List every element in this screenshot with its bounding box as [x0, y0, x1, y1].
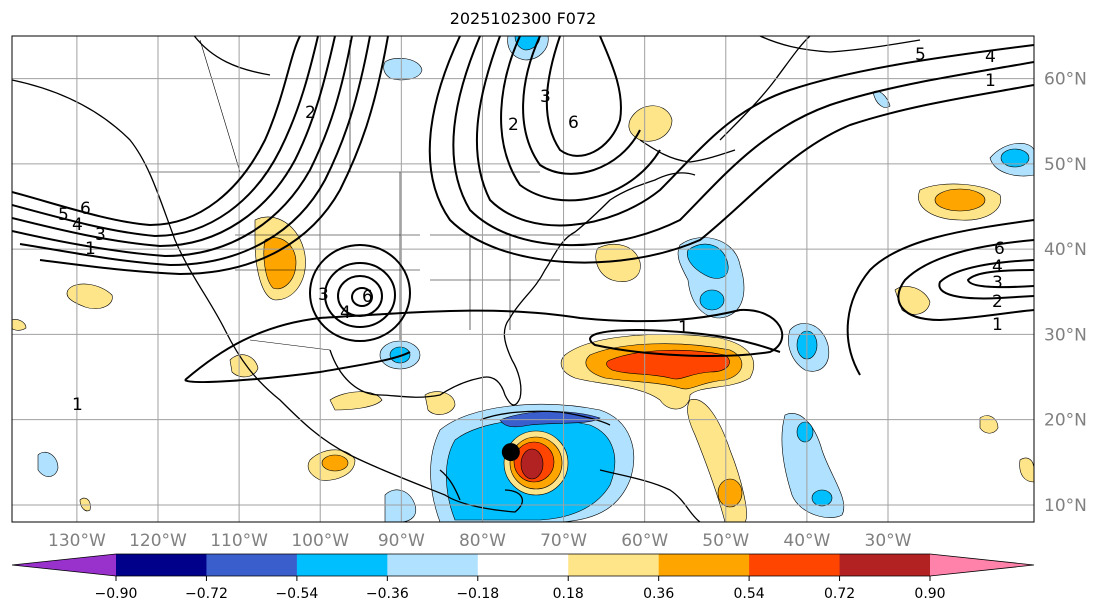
longitude-tick-label: 60°W	[621, 531, 668, 551]
colorbar-segment	[477, 554, 569, 576]
contour-label: 6	[568, 113, 579, 133]
colorbar	[11, 553, 1035, 577]
longitude-tick-label: 40°W	[783, 531, 830, 551]
anomaly-shading	[12, 36, 1034, 522]
colorbar-min-extend	[12, 554, 116, 576]
contour-label: 1	[72, 395, 83, 415]
contour-label: 3	[540, 87, 551, 107]
contour-label: 4	[72, 215, 83, 235]
latitude-tick-label: 20°N	[1044, 411, 1087, 431]
colorbar-tick-label: −0.36	[366, 586, 409, 602]
colorbar-segment	[206, 554, 298, 576]
colorbar-tick-label: 0.90	[914, 586, 945, 602]
contour-label: 1	[985, 71, 996, 91]
longitude-tick-label: 120°W	[129, 531, 187, 551]
contour-label: 2	[305, 103, 316, 123]
colorbar-tick-label: 0.36	[643, 586, 674, 602]
storm-center-marker[interactable]	[501, 443, 520, 462]
colorbar-segment	[387, 554, 479, 576]
colorbar-segment	[749, 554, 841, 576]
contour-label-group: 6 5 4 3 1 2 5 4 1 6 3 2 3 4 6 1 6 4 3 2 …	[58, 45, 1005, 415]
latitude-labels: 60°N 50°N 40°N 30°N 20°N 10°N	[1044, 70, 1087, 516]
colorbar-labels: −0.90 −0.72 −0.54 −0.36 −0.18 0.18 0.36 0.54 0.7…	[95, 576, 946, 602]
latitude-tick-label: 10°N	[1044, 496, 1087, 516]
longitude-tick-label: 90°W	[378, 531, 425, 551]
longitude-labels: 130°W 120°W 110°W 100°W 90°W 80°W 70°W 60°W 50°W…	[48, 531, 912, 551]
colorbar-tick-label: −0.72	[185, 586, 228, 602]
contour-label: 3	[318, 285, 329, 305]
contour-label: 3	[95, 225, 106, 245]
colorbar-tick-label: 0.72	[824, 586, 855, 602]
contour-label: 2	[992, 292, 1003, 312]
longitude-tick-label: 110°W	[210, 531, 268, 551]
colorbar-segment	[568, 554, 660, 576]
longitude-tick-label: 130°W	[48, 531, 106, 551]
colorbar-max-extend	[930, 554, 1034, 576]
latitude-tick-label: 40°N	[1044, 240, 1087, 260]
contour-label: 6	[994, 239, 1005, 259]
map-title: 2025102300 F072	[449, 9, 597, 28]
colorbar-tick-label: −0.90	[95, 586, 138, 602]
contour-label: 1	[85, 239, 96, 259]
contour-label: 4	[340, 303, 351, 323]
colorbar-segment	[839, 554, 931, 576]
contour-label: 5	[58, 205, 69, 225]
colorbar-tick-label: −0.54	[275, 586, 318, 602]
latitude-tick-label: 30°N	[1044, 325, 1087, 345]
political-borders	[150, 39, 580, 351]
colorbar-tick-label: 0.54	[734, 586, 765, 602]
colorbar-segment	[116, 554, 207, 576]
contour-lines	[12, 36, 1034, 383]
longitude-tick-label: 100°W	[291, 531, 349, 551]
longitude-tick-label: 70°W	[540, 531, 587, 551]
contour-label: 3	[992, 273, 1003, 293]
latitude-tick-label: 60°N	[1044, 70, 1087, 90]
longitude-tick-label: 80°W	[459, 531, 506, 551]
colorbar-segment	[658, 554, 750, 576]
contour-label: 6	[80, 199, 91, 219]
contour-label: 4	[985, 47, 996, 67]
longitude-tick-label: 50°W	[702, 531, 749, 551]
contour-label: 5	[915, 45, 926, 65]
map-frame	[11, 35, 1035, 523]
colorbar-segment	[296, 554, 388, 576]
longitude-tick-label: 30°W	[865, 531, 912, 551]
contour-label: 6	[362, 287, 373, 307]
contour-label: 1	[992, 315, 1003, 335]
contour-label: 4	[992, 257, 1003, 277]
contour-label: 2	[508, 115, 519, 135]
latitude-tick-label: 50°N	[1044, 155, 1087, 175]
gridlines	[12, 36, 1034, 522]
contour-label: 1	[678, 318, 689, 338]
colorbar-tick-label: −0.18	[456, 586, 499, 602]
colorbar-tick-label: 0.18	[553, 586, 584, 602]
